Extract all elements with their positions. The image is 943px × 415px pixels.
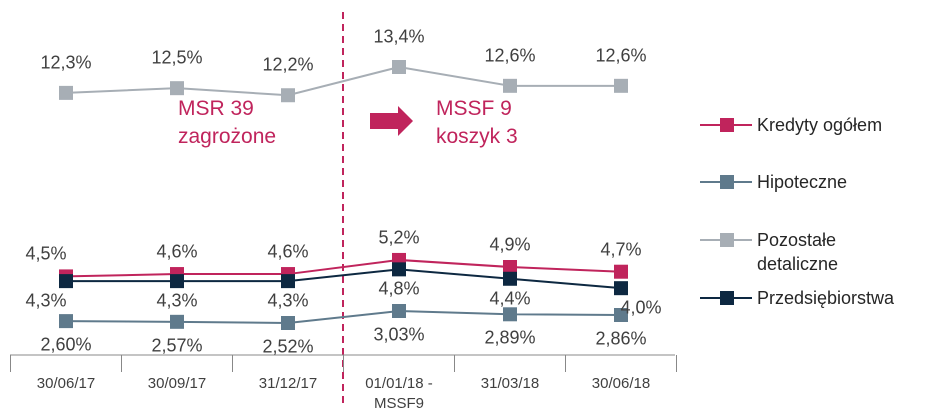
x-tick-label: 30/06/17 bbox=[36, 375, 96, 392]
data-label: 2,60% bbox=[40, 334, 92, 355]
point-marker bbox=[614, 281, 628, 296]
point-marker bbox=[614, 308, 628, 322]
annotation: MSSF 9 koszyk 3 bbox=[436, 95, 518, 151]
x-tick-label: 31/12/17 bbox=[258, 375, 318, 392]
legend-label: Kredyty ogółem bbox=[757, 115, 883, 135]
series-line bbox=[65, 309, 622, 325]
point-marker bbox=[281, 274, 295, 289]
legend-label: Hipoteczne bbox=[757, 172, 848, 192]
data-label: 2,52% bbox=[262, 336, 314, 357]
x-tick-label: 01/01/18 - MSSF9 bbox=[365, 375, 433, 412]
point-marker bbox=[503, 78, 517, 93]
x-tick-label: 31/03/18 bbox=[480, 375, 540, 392]
data-label: 2,57% bbox=[151, 335, 203, 356]
data-label: 13,4% bbox=[373, 26, 425, 47]
data-label: 4,6% bbox=[267, 241, 309, 262]
point-marker bbox=[59, 85, 73, 100]
annotation-line: MSR 39 bbox=[178, 97, 254, 120]
data-label: 4,8% bbox=[378, 278, 420, 299]
data-label: 4,6% bbox=[156, 241, 198, 262]
data-label: 2,86% bbox=[595, 328, 647, 349]
point-marker bbox=[503, 271, 517, 286]
annotation-line: MSSF 9 bbox=[436, 97, 512, 120]
data-label: 5,2% bbox=[378, 227, 420, 248]
point-marker bbox=[614, 264, 628, 279]
point-marker bbox=[170, 81, 184, 96]
x-tick-label: 30/06/18 bbox=[591, 375, 651, 392]
point-marker bbox=[170, 274, 184, 289]
point-marker bbox=[503, 260, 517, 274]
point-marker bbox=[503, 307, 517, 322]
data-label: 12,3% bbox=[40, 52, 92, 73]
data-label: 4,3% bbox=[156, 290, 198, 311]
legend-marker bbox=[720, 291, 734, 305]
point-marker bbox=[59, 314, 73, 329]
annotation-line: koszyk 3 bbox=[436, 125, 518, 148]
point-marker bbox=[392, 304, 406, 318]
data-label: 12,6% bbox=[595, 45, 647, 66]
data-label: 2,89% bbox=[484, 327, 536, 348]
legend-marker bbox=[720, 233, 734, 247]
legend-label: Pozostałe detaliczne bbox=[757, 230, 839, 274]
data-label: 4,3% bbox=[25, 290, 67, 311]
legend-label: Przedsiębiorstwa bbox=[757, 288, 895, 308]
data-label: 4,7% bbox=[600, 239, 642, 260]
arrow bbox=[370, 106, 413, 136]
point-marker bbox=[392, 262, 406, 277]
series-line bbox=[66, 268, 622, 290]
data-label: 12,2% bbox=[262, 54, 314, 75]
data-label: 12,5% bbox=[151, 47, 203, 68]
data-label: 4,5% bbox=[25, 243, 67, 264]
series-line bbox=[65, 65, 621, 97]
annotation-line: zagrożone bbox=[178, 125, 277, 148]
point-marker bbox=[614, 78, 628, 93]
legend-marker bbox=[720, 175, 734, 189]
point-marker bbox=[281, 316, 295, 330]
data-label: 12,6% bbox=[484, 45, 536, 66]
data-label: 3,03% bbox=[373, 324, 425, 345]
annotation: MSR 39 zagrożone bbox=[178, 95, 276, 151]
legend-marker bbox=[720, 118, 734, 132]
data-label: 4,9% bbox=[489, 234, 531, 255]
point-marker bbox=[59, 274, 73, 289]
series-line bbox=[65, 258, 622, 278]
data-label: 4,3% bbox=[267, 290, 309, 311]
data-label: 4,4% bbox=[489, 288, 531, 309]
x-tick-label: 30/09/17 bbox=[147, 375, 207, 392]
point-marker bbox=[170, 314, 184, 329]
point-marker bbox=[281, 88, 295, 103]
data-label: 4,0% bbox=[620, 297, 662, 318]
point-marker bbox=[392, 60, 406, 74]
